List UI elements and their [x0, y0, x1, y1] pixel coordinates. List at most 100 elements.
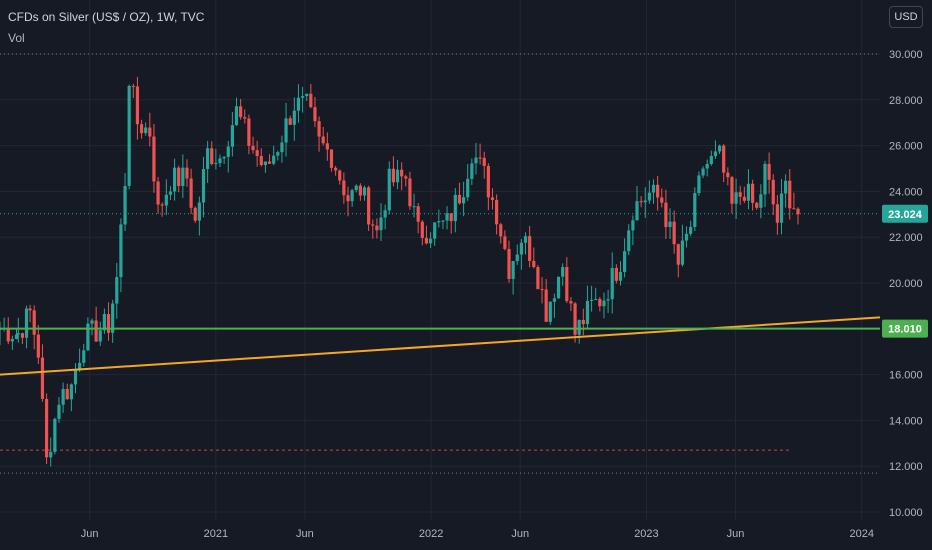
candle-body — [139, 124, 144, 134]
candle-body — [569, 301, 573, 304]
candle-body — [329, 149, 334, 168]
candle-body — [367, 187, 371, 225]
candle-body — [536, 267, 540, 290]
y-tick-label: 10.000 — [889, 507, 923, 519]
candle-body — [350, 190, 354, 202]
y-tick-label: 14.000 — [889, 415, 923, 427]
candle-body — [334, 167, 338, 171]
candle-body — [532, 260, 536, 268]
y-tick-label: 12.000 — [889, 461, 923, 473]
candlestick-series — [0, 77, 800, 467]
candle-body — [709, 156, 713, 164]
candle-body — [660, 197, 664, 203]
candle-body — [321, 136, 325, 144]
candle-body — [131, 85, 135, 87]
candle-body — [395, 169, 400, 183]
candle-body — [610, 267, 614, 300]
candle-body — [234, 106, 239, 126]
candle-body — [759, 194, 763, 208]
candle-body — [226, 146, 230, 157]
candle-body — [383, 210, 387, 218]
chart-grid — [0, 0, 880, 520]
candle-body — [528, 236, 532, 261]
candle-body — [437, 221, 441, 223]
candle-body — [90, 320, 94, 324]
trend-line — [0, 316, 881, 376]
candle-body — [577, 319, 581, 335]
candle-body — [746, 183, 751, 201]
candle-body — [181, 167, 185, 186]
candle-body — [61, 388, 65, 405]
currency-button[interactable]: USD — [889, 6, 923, 28]
candle-body — [346, 195, 350, 202]
candle-body — [177, 167, 181, 186]
candle-body — [102, 313, 106, 331]
candle-body — [387, 168, 391, 211]
candle-body — [239, 106, 243, 118]
candle-body — [106, 313, 111, 333]
candle-body — [540, 289, 544, 291]
candle-body — [784, 180, 788, 194]
y-tick-label: 16.000 — [889, 370, 923, 382]
candle-body — [230, 125, 234, 147]
candle-body — [585, 300, 590, 325]
time-axis: Jun 2021 Jun 2022 Jun 2023 Jun 2024 — [81, 528, 874, 540]
candle-body — [775, 204, 779, 223]
candle-body — [218, 158, 222, 164]
candle-body — [400, 169, 404, 177]
candle-body — [201, 169, 206, 203]
support-price-tag-bg — [882, 319, 928, 338]
y-tick-label: 26.000 — [889, 141, 923, 153]
candle-body — [573, 303, 577, 335]
candle-body — [552, 298, 557, 302]
symbol-title[interactable]: CFDs on Silver (US$ / OZ), 1W, TVC — [8, 10, 205, 24]
x-tick-label: Jun — [511, 528, 529, 540]
candle-body — [206, 148, 210, 170]
candle-body — [73, 370, 78, 385]
candle-body — [556, 276, 561, 299]
candle-body — [445, 213, 449, 221]
candle-body — [379, 217, 383, 231]
candle-body — [589, 299, 594, 301]
candle-body — [738, 192, 742, 197]
candle-body — [391, 168, 396, 183]
candle-body — [461, 197, 466, 204]
candle-body — [412, 206, 416, 208]
candle-body — [255, 150, 259, 157]
candle-body — [726, 172, 730, 178]
x-tick-label: 2023 — [634, 528, 658, 540]
candle-body — [722, 145, 726, 173]
volume-indicator-label[interactable]: Vol — [8, 31, 25, 45]
candle-body — [193, 207, 197, 221]
candle-body — [614, 267, 618, 281]
candle-body — [168, 191, 173, 195]
candle-body — [449, 213, 453, 222]
candle-body — [172, 167, 177, 192]
candle-body — [441, 220, 445, 222]
candle-body — [375, 225, 379, 231]
candle-body — [164, 194, 168, 206]
y-tick-label: 30.000 — [889, 49, 923, 61]
candle-body — [651, 184, 656, 193]
candle-body — [317, 121, 321, 137]
candle-body — [189, 178, 193, 208]
candle-body — [684, 233, 689, 241]
y-tick-label: 22.000 — [889, 232, 923, 244]
price-tags: 23.024 18.010 — [882, 204, 928, 338]
candle-body — [65, 388, 69, 400]
candle-body — [755, 202, 759, 208]
candle-body — [519, 242, 523, 255]
candle-body — [672, 221, 676, 245]
candle-body — [115, 277, 119, 304]
candle-body — [581, 319, 585, 325]
candle-body — [292, 110, 296, 125]
candle-body — [82, 350, 86, 363]
candle-body — [561, 267, 565, 277]
candle-body — [32, 310, 36, 335]
candle-body — [44, 398, 49, 458]
candle-body — [499, 224, 503, 237]
candle-body — [713, 151, 718, 157]
candle-body — [503, 236, 507, 249]
drawn-lines — [0, 316, 881, 376]
